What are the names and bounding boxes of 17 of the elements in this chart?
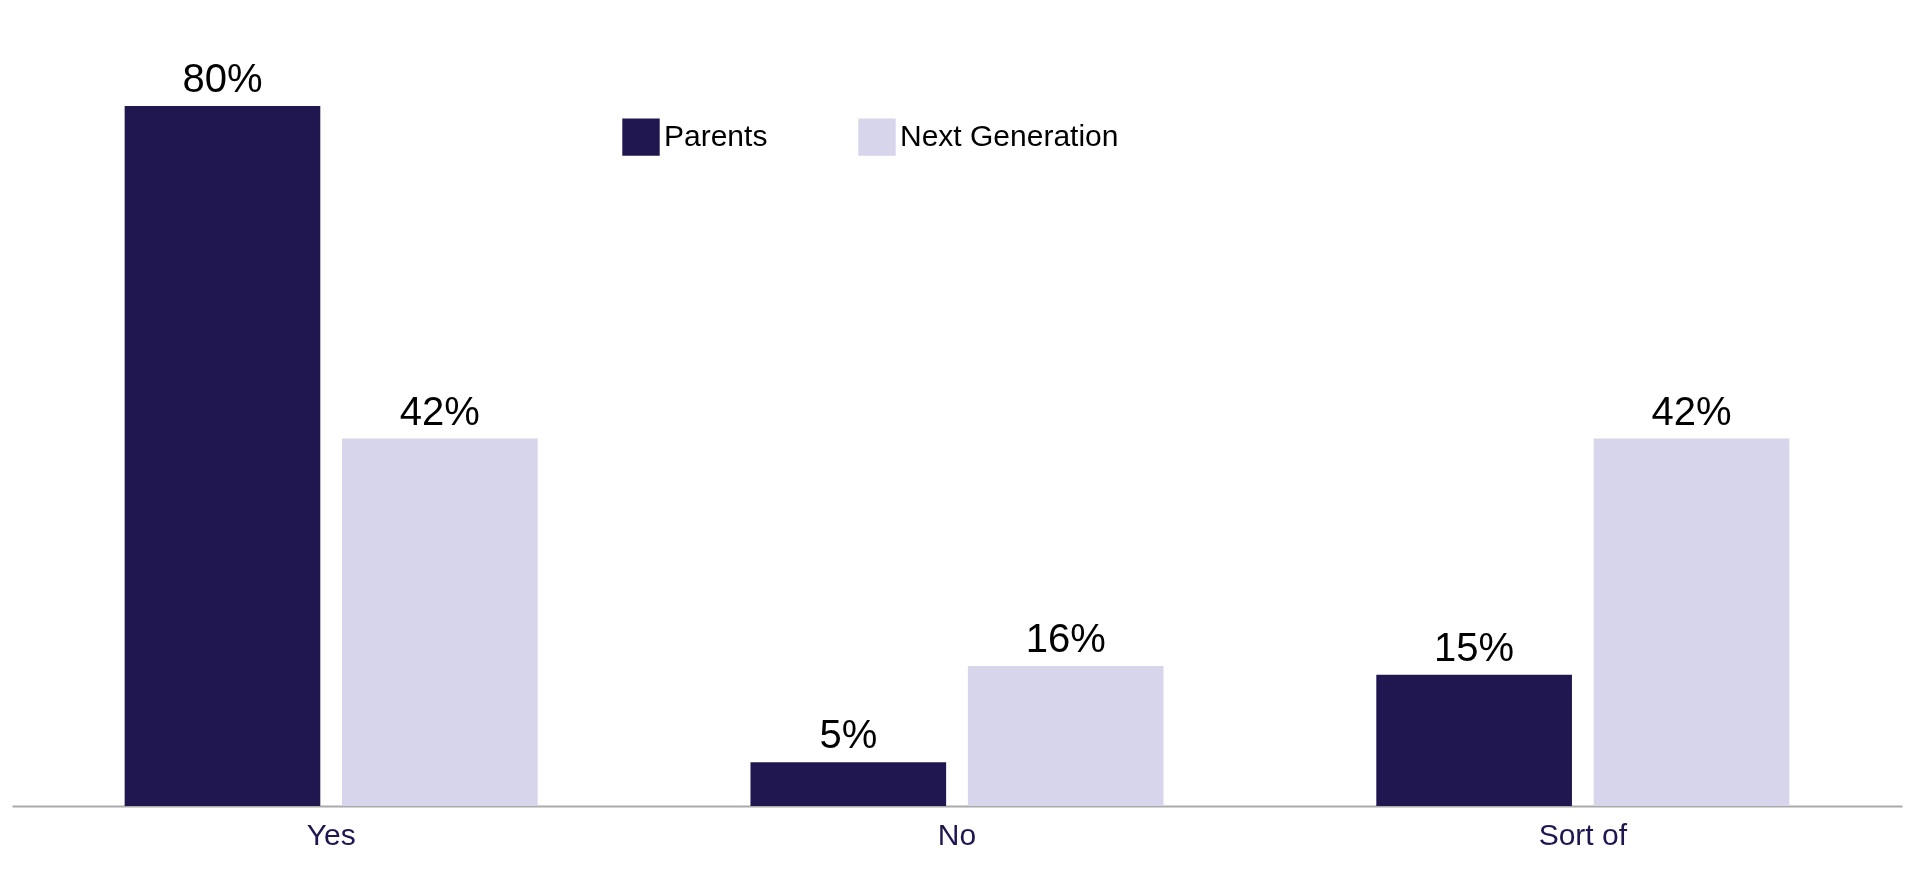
bar bbox=[750, 762, 947, 806]
x-tick-label: Sort of bbox=[1538, 817, 1628, 851]
bar bbox=[1593, 438, 1790, 806]
x-tick-label: Yes bbox=[306, 817, 356, 851]
legend-label: Parents bbox=[664, 119, 768, 153]
data-label: 16% bbox=[1025, 616, 1106, 660]
legend-label: Next Generation bbox=[900, 119, 1119, 153]
data-label: 42% bbox=[1651, 388, 1732, 433]
data-label: 42% bbox=[399, 388, 480, 433]
bar bbox=[124, 106, 321, 806]
bar bbox=[1376, 674, 1572, 806]
data-label: 5% bbox=[819, 712, 878, 757]
data-label: 80% bbox=[182, 56, 263, 100]
bar bbox=[342, 438, 538, 806]
x-tick-label: No bbox=[937, 817, 977, 851]
data-label: 15% bbox=[1434, 624, 1515, 669]
bar bbox=[967, 666, 1164, 806]
